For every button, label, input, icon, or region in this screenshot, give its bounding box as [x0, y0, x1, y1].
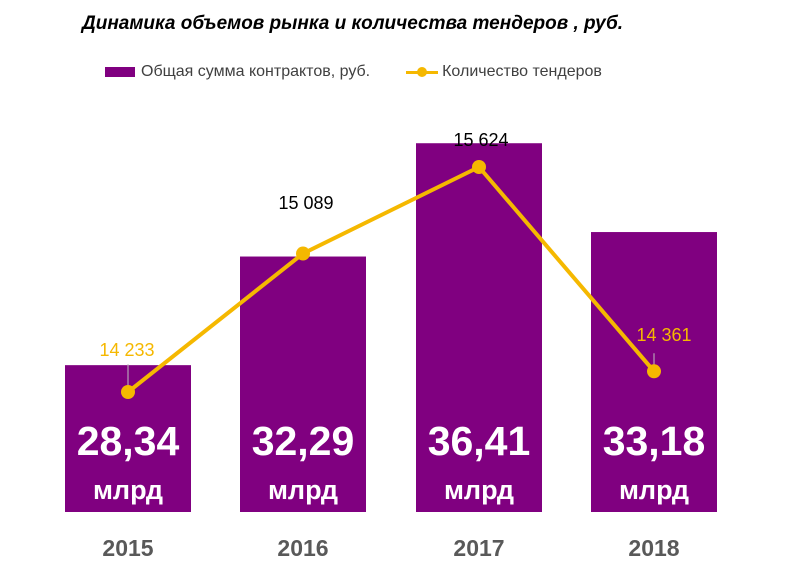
- tenders-value-label: 14 361: [636, 325, 691, 345]
- bar-unit-label: млрд: [619, 475, 689, 505]
- bar-unit-label: млрд: [444, 475, 514, 505]
- legend-line-swatch: [406, 67, 439, 77]
- tenders-point-2017: [472, 160, 486, 174]
- tenders-point-2018: [647, 364, 661, 379]
- tenders-line: [126, 165, 656, 394]
- x-tick-label: 2015: [102, 535, 153, 561]
- bar-value-label: 32,29: [252, 418, 355, 464]
- bar-value-label: 33,18: [603, 418, 706, 464]
- tenders-value-label: 15 624: [453, 130, 508, 150]
- legend-bar-label: Общая сумма контрактов, руб.: [141, 63, 371, 80]
- chart-title: Динамика объемов рынка и количества тенд…: [82, 13, 624, 34]
- legend-line-label: Количество тендеров: [442, 63, 602, 80]
- bar-2016: [240, 256, 366, 512]
- bar-value-label: 28,34: [77, 418, 180, 464]
- legend-item-line: Количество тендеров: [370, 63, 602, 81]
- x-tick-label: 2016: [277, 535, 328, 561]
- chart-legend: Общая сумма контрактов, руб. Количество …: [105, 61, 602, 83]
- legend-bar-swatch: [105, 67, 135, 77]
- tenders-value-label: 14 233: [99, 340, 154, 360]
- tenders-point-2015: [121, 385, 135, 399]
- legend-item-bars: Общая сумма контрактов, руб.: [105, 63, 370, 81]
- x-tick-label: 2018: [628, 535, 679, 561]
- bar-2017: [416, 143, 542, 512]
- bar-value-label: 36,41: [428, 418, 531, 464]
- bar-unit-label: млрд: [268, 475, 338, 505]
- tenders-value-label: 15 089: [278, 193, 333, 213]
- x-tick-label: 2017: [453, 535, 504, 561]
- tenders-point-2016: [296, 246, 310, 261]
- bar-unit-label: млрд: [93, 475, 163, 505]
